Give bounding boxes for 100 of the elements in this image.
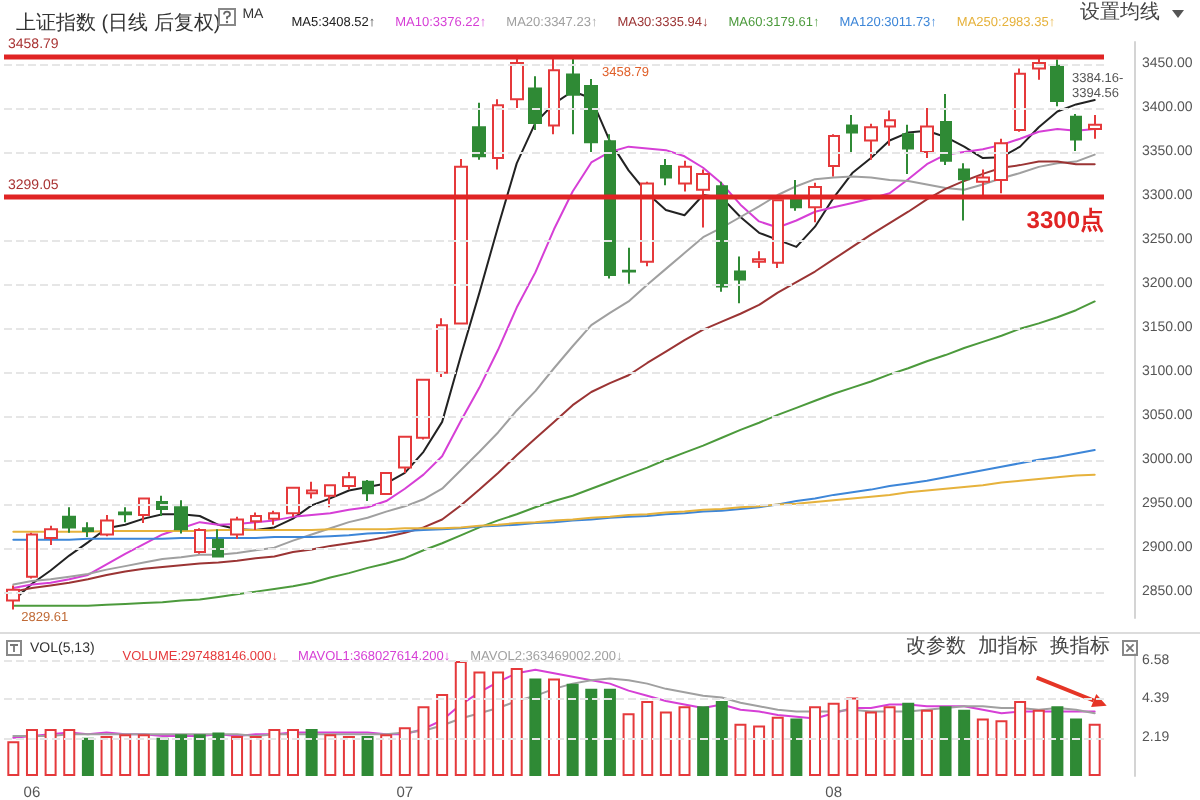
- candlestick: [1088, 113, 1102, 140]
- candlestick: [324, 484, 336, 509]
- bar: [809, 706, 822, 776]
- candlestick: [584, 77, 598, 153]
- bar: [603, 688, 616, 776]
- annotation: 3300点: [1026, 205, 1104, 234]
- bar: [1014, 701, 1027, 776]
- candlestick: [864, 122, 878, 161]
- bar: [361, 735, 374, 776]
- candlestick: [306, 480, 318, 500]
- bar: [305, 728, 318, 776]
- bar: [995, 720, 1008, 776]
- candlestick: [342, 471, 356, 491]
- bar: [548, 678, 560, 776]
- candlestick: [230, 515, 244, 540]
- candlestick: [380, 471, 392, 496]
- candlestick: [472, 101, 486, 161]
- candlestick: [436, 317, 448, 379]
- candlestick: [268, 509, 280, 526]
- candlestick: [940, 92, 952, 167]
- bar: [231, 735, 244, 776]
- bar: [156, 737, 169, 776]
- candlestick: [976, 168, 990, 197]
- candlestick: [1014, 67, 1026, 133]
- bar: [1070, 718, 1083, 776]
- annotation: 换指标: [1050, 636, 1110, 660]
- bar: [380, 734, 393, 776]
- bar: [771, 716, 784, 776]
- candlestick: [398, 435, 412, 474]
- bar: [398, 727, 411, 776]
- bar: [324, 734, 337, 776]
- candlestick: [454, 157, 468, 325]
- annotation: 加指标: [978, 636, 1038, 660]
- candlestick: [510, 57, 524, 109]
- bar: [641, 701, 654, 776]
- bar: [883, 706, 896, 776]
- line-series: [12, 300, 1096, 607]
- candlestick: [622, 246, 636, 285]
- candlestick: [1050, 58, 1064, 108]
- bar: [1088, 723, 1101, 776]
- candlestick: [846, 113, 858, 155]
- bar: [846, 697, 859, 776]
- bar: [790, 718, 803, 776]
- bar: [436, 694, 449, 776]
- bar: [920, 709, 933, 776]
- candlestick: [26, 531, 38, 580]
- candlestick: [138, 496, 150, 525]
- candlestick: [286, 486, 300, 518]
- candlestick: [44, 524, 58, 547]
- annotation: 改参数: [906, 636, 966, 660]
- bar: [1051, 706, 1064, 776]
- bar: [417, 706, 430, 776]
- bar: [864, 711, 877, 776]
- candlestick: [362, 478, 374, 503]
- bar: [622, 713, 635, 776]
- candlestick: [212, 528, 224, 558]
- bar: [939, 706, 952, 776]
- bar: [902, 702, 915, 776]
- candlestick: [920, 106, 934, 160]
- bar: [976, 718, 989, 776]
- candlestick: [566, 56, 580, 136]
- bar: [529, 678, 542, 776]
- candlestick: [82, 521, 94, 539]
- candlestick: [250, 511, 262, 532]
- bar: [44, 728, 57, 776]
- bar: [137, 734, 150, 776]
- bar: [585, 688, 598, 776]
- candlestick: [548, 55, 560, 136]
- candlestick: [528, 75, 542, 131]
- candlestick: [604, 133, 616, 280]
- bar: [193, 734, 206, 776]
- bar: [212, 732, 225, 776]
- candlestick: [958, 162, 970, 222]
- candlestick: [194, 527, 206, 555]
- candlestick: [416, 378, 430, 441]
- bar: [175, 734, 188, 776]
- candlestick: [716, 180, 728, 293]
- bar: [25, 728, 38, 776]
- bar: [734, 723, 747, 776]
- bar: [659, 711, 672, 776]
- candlestick: [696, 168, 710, 229]
- bar: [63, 728, 76, 776]
- bar: [566, 683, 579, 776]
- candlestick: [902, 123, 914, 175]
- candlestick: [828, 133, 840, 178]
- candlestick: [660, 157, 672, 187]
- bar: [473, 671, 486, 776]
- bar: [753, 725, 766, 776]
- bar: [119, 734, 132, 776]
- bar: [7, 741, 20, 776]
- candlestick: [994, 137, 1008, 195]
- candlestick: [640, 180, 654, 268]
- candlestick: [734, 255, 746, 305]
- bar: [1032, 709, 1045, 776]
- line-series: [12, 473, 1096, 533]
- bar: [715, 701, 728, 776]
- text: 设置均线: [1080, 2, 1160, 26]
- candlestick: [62, 506, 76, 534]
- bar: [958, 709, 971, 776]
- bar: [81, 737, 94, 776]
